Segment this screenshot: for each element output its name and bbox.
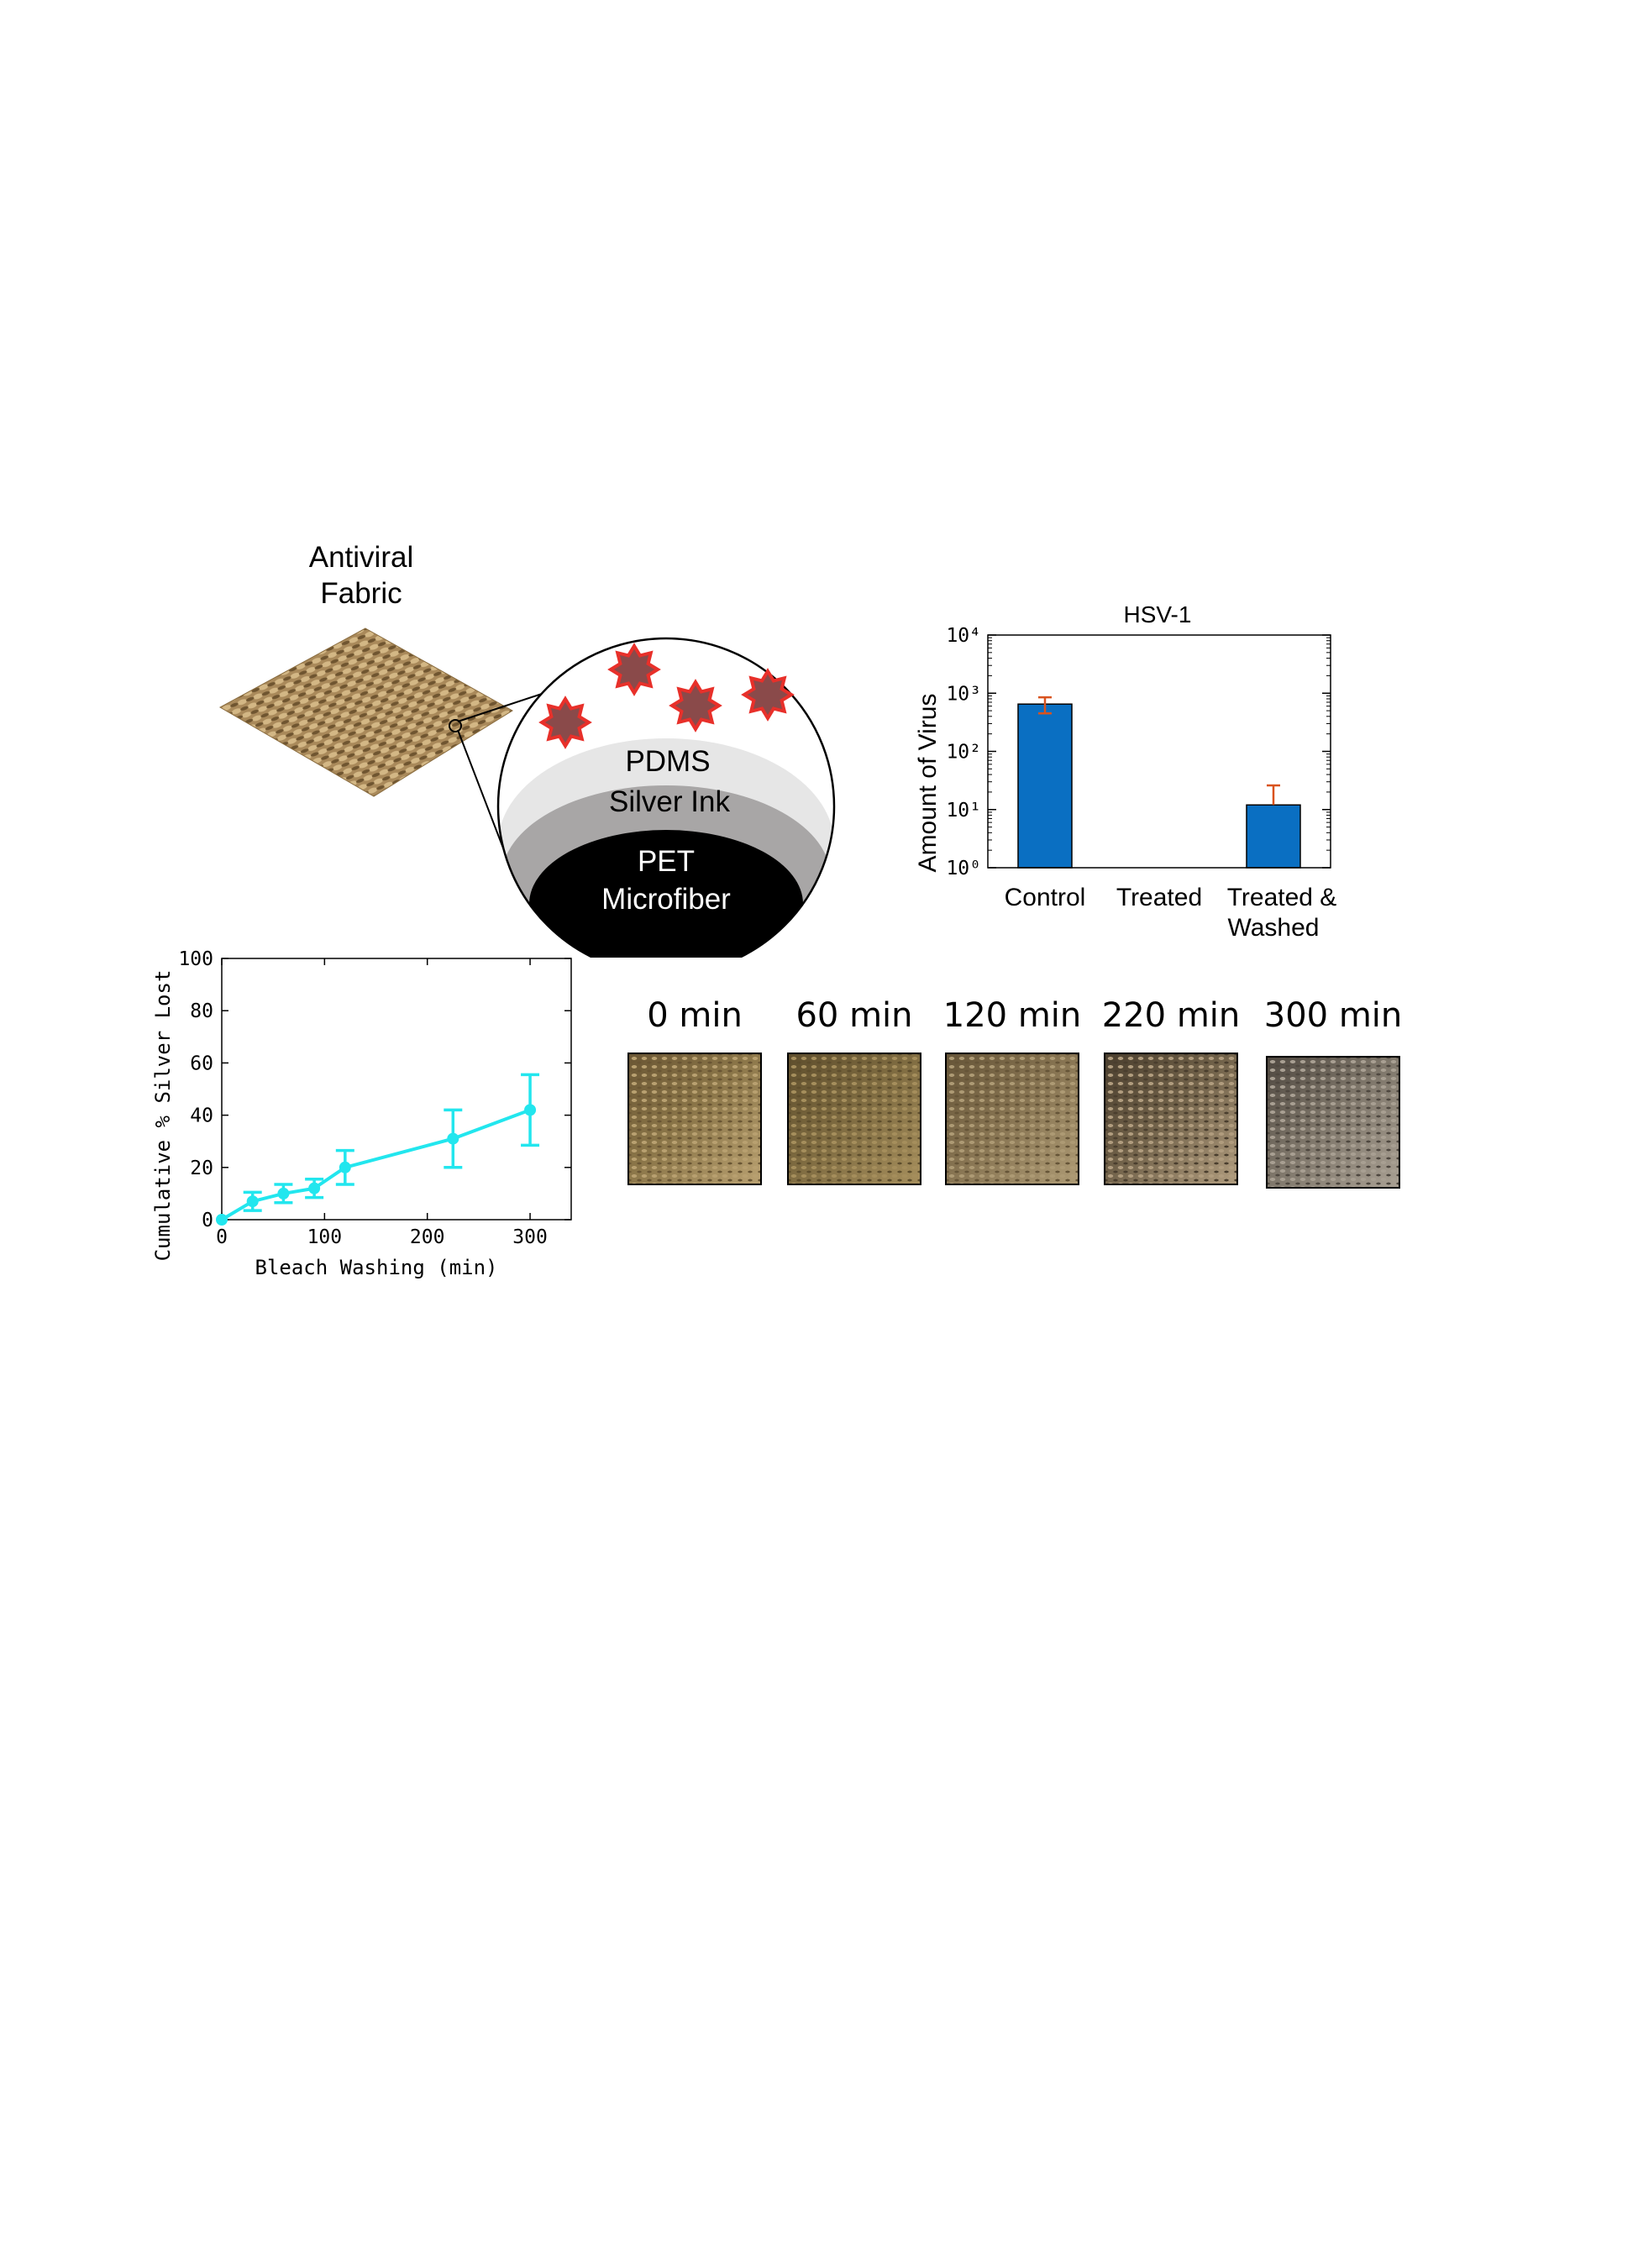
y-tick-label: 10² [946,742,981,764]
line-chart-ylabel: Cumulative % Silver Lost [151,970,175,1262]
y-tick-label: 10¹ [946,800,981,822]
x-tick-label: 100 [307,1226,343,1248]
bar-chart-ylabel: Amount of Virus [914,694,942,873]
category-label: Washed [1228,914,1320,941]
bar [1017,703,1073,869]
pet-core [529,830,803,958]
data-point [339,1161,351,1173]
category-label: Treated [1116,884,1202,911]
virus-particle [538,696,592,749]
line-chart-series [216,1073,540,1226]
fabric-title: Antiviral Fabric [277,539,445,612]
y-tick-label: 60 [190,1053,213,1074]
y-tick-label: 10³ [946,683,981,705]
y-tick-label: 10⁰ [946,858,981,879]
line-chart-xlabel: Bleach Washing (min) [255,1256,498,1279]
y-tick-label: 80 [190,1000,213,1022]
y-tick-label: 10⁴ [946,625,981,647]
y-tick-label: 20 [190,1158,213,1179]
bar-chart-frame [987,634,1331,869]
fabric-photo [787,1053,921,1185]
zoom-marker [449,719,462,732]
magnifier-circle [496,637,836,958]
series-line [220,1108,531,1221]
virus-particle [607,643,661,696]
x-tick-label: 0 [216,1226,228,1248]
photo-time-label: 120 min [942,996,1082,1035]
pdms-label: PDMS [625,745,710,778]
data-point [308,1182,321,1194]
silver-lost-line-chart: Cumulative % Silver Lost Bleach Washing … [151,948,572,1279]
virus-particle [669,679,722,732]
bar [1246,804,1301,869]
y-tick-label: 100 [178,948,213,970]
bar-chart-categories: Control Treated Treated & Washed [1005,884,1337,941]
fabric-title-line2: Fabric [320,577,402,610]
silver-ink-label: Silver Ink [609,785,730,818]
zoom-line-bottom [457,729,507,858]
x-tick-label: 300 [512,1226,548,1248]
virus-particles [538,643,795,749]
virus-particle [741,668,795,722]
x-tick-label: 200 [410,1226,445,1248]
pet-label: PET [638,845,695,878]
line-chart-frame [221,958,572,1221]
photo-time-label: 300 min [1263,996,1403,1035]
photo-time-label: 0 min [647,996,743,1035]
category-label: Treated & [1227,884,1337,911]
bar-chart-title: HSV-1 [1124,601,1192,627]
hsv1-bar-chart: HSV-1 Amount of Virus 10⁰ 10¹ 10² 10³ 10⁴ Co… [914,601,1337,941]
data-point [246,1195,259,1208]
data-point [277,1187,290,1200]
microfiber-label: Microfiber [601,883,731,916]
photo-time-label: 60 min [795,996,913,1035]
category-label: Control [1005,884,1086,911]
y-tick-label: 40 [190,1105,213,1127]
fabric-swatch [218,627,513,797]
fabric-title-line1: Antiviral [308,541,414,574]
fabric-photo [945,1053,1079,1185]
fabric-photo [1104,1053,1238,1185]
data-point [524,1104,537,1116]
data-point [447,1132,459,1145]
zoom-line-top [457,693,543,722]
y-tick-label: 0 [202,1210,213,1231]
line-chart-axes: 0 20 40 60 80 100 0 100 200 300 [178,948,571,1248]
fabric-photo [627,1053,762,1185]
data-point [216,1214,228,1226]
photo-time-label: 220 min [1101,996,1241,1035]
fabric-schematic: PDMS Silver Ink PET Microfiber [218,627,836,958]
fabric-photo [1266,1056,1400,1189]
bar-chart-bars [1017,696,1301,869]
